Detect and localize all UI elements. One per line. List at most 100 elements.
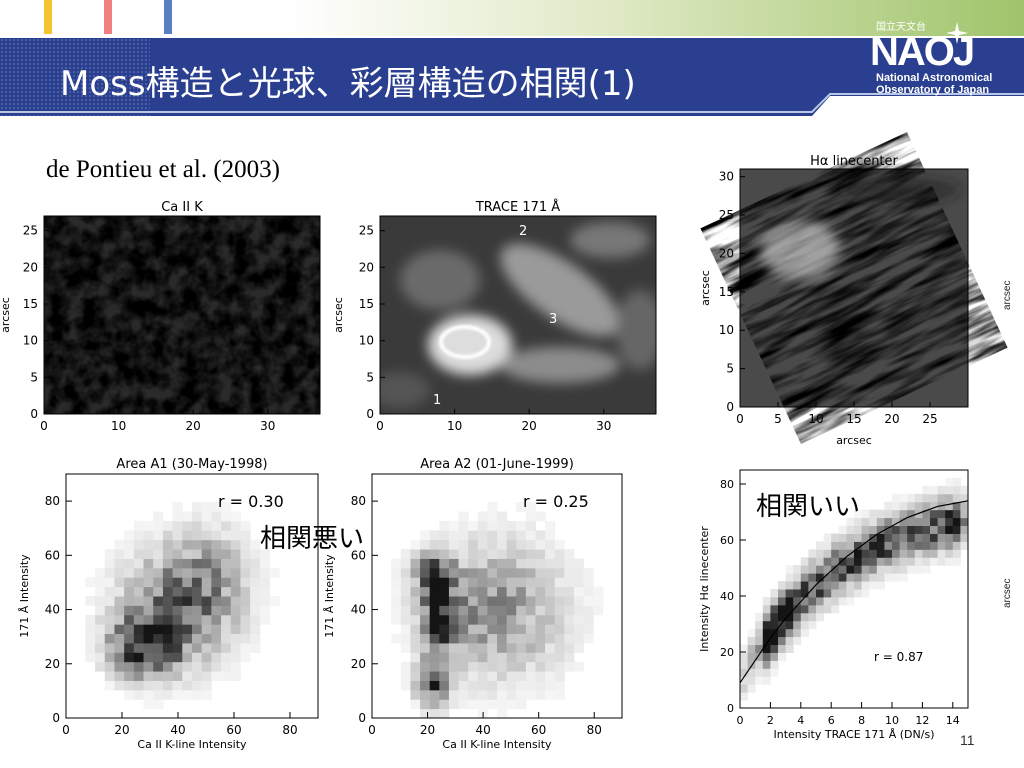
density-cell xyxy=(793,573,802,582)
density-cell xyxy=(823,573,832,582)
density-cell xyxy=(468,671,479,681)
density-cell xyxy=(458,511,469,522)
density-cell xyxy=(497,549,508,559)
density-cell xyxy=(391,633,402,644)
y-tick-label: 20 xyxy=(351,657,366,671)
density-cell xyxy=(516,614,527,625)
density-cell xyxy=(785,596,794,606)
density-cell xyxy=(838,557,847,566)
density-cell xyxy=(114,680,125,691)
density-cell xyxy=(545,633,556,644)
density-cell xyxy=(487,596,498,606)
density-cell xyxy=(564,549,575,559)
density-cell xyxy=(854,533,863,542)
density-cell xyxy=(420,671,431,681)
caiik-xtick-label: 20 xyxy=(186,419,201,433)
density-cell xyxy=(808,565,817,574)
density-cell xyxy=(468,520,479,531)
density-cell xyxy=(95,567,106,578)
density-cell xyxy=(884,533,893,542)
density-cell xyxy=(816,565,825,574)
halpha-ylabel: arcsec xyxy=(699,270,712,306)
density-cell xyxy=(420,699,431,710)
density-cell xyxy=(439,530,450,541)
density-cell xyxy=(892,501,901,511)
density-cell xyxy=(497,520,508,531)
x-tick-label: 60 xyxy=(226,723,241,737)
density-cell xyxy=(458,530,469,541)
density-cell xyxy=(892,573,901,582)
density-cell xyxy=(952,477,961,487)
density-cell xyxy=(429,558,440,569)
density-cell xyxy=(95,577,106,588)
density-cell xyxy=(922,509,931,519)
density-cell xyxy=(869,573,878,582)
density-cell xyxy=(800,628,809,638)
density-cell xyxy=(869,557,878,566)
density-cell xyxy=(914,517,923,527)
density-cell xyxy=(420,642,431,653)
density-cell xyxy=(516,539,527,550)
density-cell xyxy=(564,567,575,578)
density-cell xyxy=(477,577,488,588)
density-cell xyxy=(162,549,174,559)
density-cell xyxy=(854,509,863,519)
bad-correlation-label: 相関悪い xyxy=(260,524,365,554)
density-cell xyxy=(230,511,241,522)
density-cell xyxy=(104,614,115,625)
density-cell xyxy=(192,539,203,550)
density-cell xyxy=(899,549,908,558)
density-cell xyxy=(400,549,411,559)
density-cell xyxy=(497,511,508,522)
caiik-title: Ca II K xyxy=(161,200,203,215)
density-cell xyxy=(400,624,411,635)
trace-ytick-label: 0 xyxy=(366,407,374,421)
density-cell xyxy=(95,661,106,672)
density-cell xyxy=(506,596,517,606)
density-cell xyxy=(525,539,536,550)
density-cell xyxy=(420,652,431,663)
density-cell xyxy=(952,485,961,495)
density-cell xyxy=(516,586,527,597)
density-cell xyxy=(506,614,517,625)
scatter-plot-a1: 0 20 40 60 80 0 20 40 60 80 Area A1 (30-May-1998) C… xyxy=(18,457,319,751)
density-cell xyxy=(172,633,183,644)
density-cell xyxy=(785,573,794,582)
density-cell xyxy=(800,557,809,566)
density-cell xyxy=(201,549,212,559)
density-cell xyxy=(420,596,431,606)
density-cell xyxy=(816,589,825,598)
density-cell xyxy=(525,558,536,569)
density-cell xyxy=(778,612,787,622)
density-cell xyxy=(420,577,431,588)
density-cell xyxy=(545,567,556,578)
density-cell xyxy=(162,596,174,606)
correlation-label: r = 0.25 xyxy=(523,492,589,511)
density-cell xyxy=(525,624,536,635)
density-cell xyxy=(211,661,222,672)
density-cell xyxy=(535,549,546,559)
density-cell xyxy=(468,577,479,588)
density-cell xyxy=(477,671,488,681)
trace-ytick-label: 25 xyxy=(359,224,374,238)
density-cell xyxy=(429,530,440,541)
density-cell xyxy=(762,628,771,638)
density-cell xyxy=(945,549,954,558)
density-cell xyxy=(564,596,575,606)
density-cell xyxy=(952,557,961,566)
density-cell xyxy=(535,511,546,522)
density-cell xyxy=(793,612,802,622)
density-cell xyxy=(884,557,893,566)
density-cell xyxy=(114,558,125,569)
density-cell xyxy=(133,605,145,616)
y-tick-label: 20 xyxy=(45,657,60,671)
density-cell xyxy=(876,509,885,519)
density-cell xyxy=(816,612,825,622)
density-cell xyxy=(468,652,479,663)
trace-ytick-label: 10 xyxy=(359,334,374,348)
density-cell xyxy=(793,620,802,630)
density-cell xyxy=(133,558,145,569)
density-cell xyxy=(172,539,183,550)
density-cell xyxy=(211,558,222,569)
density-cell xyxy=(448,614,460,625)
